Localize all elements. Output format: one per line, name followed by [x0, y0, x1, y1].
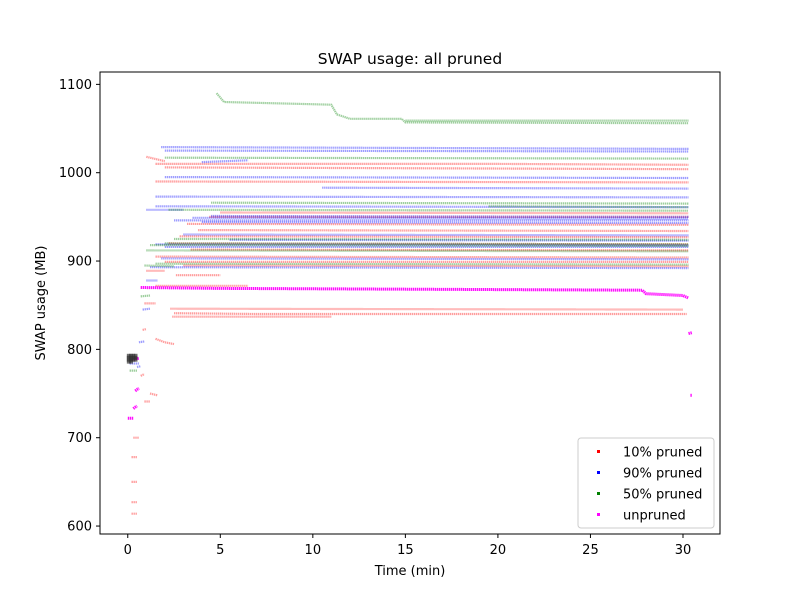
data-trace — [168, 242, 689, 246]
data-trace — [192, 216, 689, 220]
data-point — [133, 357, 138, 362]
chart-title: SWAP usage: all pruned — [318, 50, 502, 68]
data-trace — [149, 266, 689, 270]
x-axis: 0 5 10 15 20 25 30 — [124, 534, 692, 558]
legend-label: unpruned — [623, 509, 686, 524]
data-trace — [134, 386, 140, 393]
data-trace — [186, 222, 689, 226]
x-tick-label: 0 — [124, 543, 132, 558]
legend-label: 10% pruned — [623, 446, 702, 461]
x-axis-label: Time (min) — [374, 564, 446, 579]
data-trace — [229, 238, 689, 242]
x-tick-label: 15 — [397, 543, 414, 558]
data-trace — [155, 180, 689, 184]
x-tick-label: 5 — [216, 543, 224, 558]
data-trace — [155, 262, 689, 266]
series-50-pruned — [129, 92, 689, 372]
x-tick-label: 10 — [305, 543, 322, 558]
y-tick-label: 800 — [67, 343, 92, 358]
data-trace — [220, 211, 689, 215]
legend-marker — [597, 513, 600, 516]
startup-points — [126, 353, 138, 364]
data-trace — [210, 214, 689, 218]
data-trace — [140, 294, 151, 298]
data-trace — [155, 337, 175, 346]
data-trace — [201, 159, 249, 164]
data-trace — [164, 176, 689, 180]
data-trace — [149, 392, 158, 397]
data-trace — [146, 249, 689, 253]
data-trace — [155, 195, 689, 199]
series-10-pruned — [131, 155, 689, 515]
data-trace — [164, 242, 689, 246]
data-trace — [146, 155, 166, 163]
data-trace — [155, 162, 689, 166]
y-axis: 600 700 800 900 1000 1100 — [59, 78, 100, 535]
data-trace — [164, 166, 689, 171]
data-trace — [183, 233, 689, 237]
data-trace — [132, 404, 138, 410]
data-trace — [142, 328, 147, 331]
legend-box — [577, 437, 715, 529]
y-tick-label: 1100 — [59, 78, 92, 93]
data-trace — [170, 307, 684, 311]
data-trace — [140, 373, 145, 377]
data-trace — [210, 201, 689, 205]
y-tick-label: 1000 — [59, 166, 92, 181]
data-trace — [164, 149, 689, 153]
y-tick-label: 600 — [67, 520, 92, 535]
data-trace — [144, 264, 175, 268]
plot-frame — [99, 71, 721, 535]
legend-marker — [597, 492, 600, 495]
legend-marker — [597, 471, 600, 474]
y-tick-label: 700 — [67, 431, 92, 446]
series-90-pruned — [129, 146, 689, 369]
data-trace — [179, 235, 689, 239]
x-tick-label: 20 — [490, 543, 507, 558]
data-trace — [201, 221, 689, 225]
legend-marker — [597, 450, 600, 453]
data-trace — [215, 92, 689, 125]
legend-label: 90% pruned — [623, 467, 702, 482]
x-tick-label: 25 — [582, 543, 599, 558]
data-trace — [190, 248, 689, 252]
data-trace — [136, 365, 141, 369]
y-axis-label: SWAP usage (MB) — [34, 246, 49, 361]
plot-area — [126, 92, 693, 515]
legend: 10% pruned 90% pruned 50% pruned unpruned — [577, 437, 715, 529]
data-trace — [155, 255, 689, 259]
data-trace — [168, 208, 689, 212]
y-tick-label: 900 — [67, 255, 92, 270]
legend-label: 50% pruned — [623, 488, 702, 503]
data-trace — [173, 237, 689, 241]
data-trace — [198, 229, 689, 233]
data-point — [129, 359, 134, 364]
data-trace — [149, 244, 689, 248]
data-trace — [142, 307, 151, 311]
data-trace — [183, 264, 689, 268]
data-trace — [488, 205, 689, 209]
data-trace — [688, 331, 693, 335]
x-tick-label: 30 — [675, 543, 692, 558]
data-trace — [140, 286, 690, 300]
data-trace — [155, 243, 689, 247]
data-point — [126, 359, 131, 364]
series-unpruned — [127, 286, 693, 420]
data-trace — [138, 340, 145, 344]
data-trace — [155, 205, 689, 209]
data-trace — [173, 312, 687, 316]
data-trace — [322, 186, 689, 190]
data-trace — [164, 156, 689, 160]
data-point — [131, 357, 136, 362]
